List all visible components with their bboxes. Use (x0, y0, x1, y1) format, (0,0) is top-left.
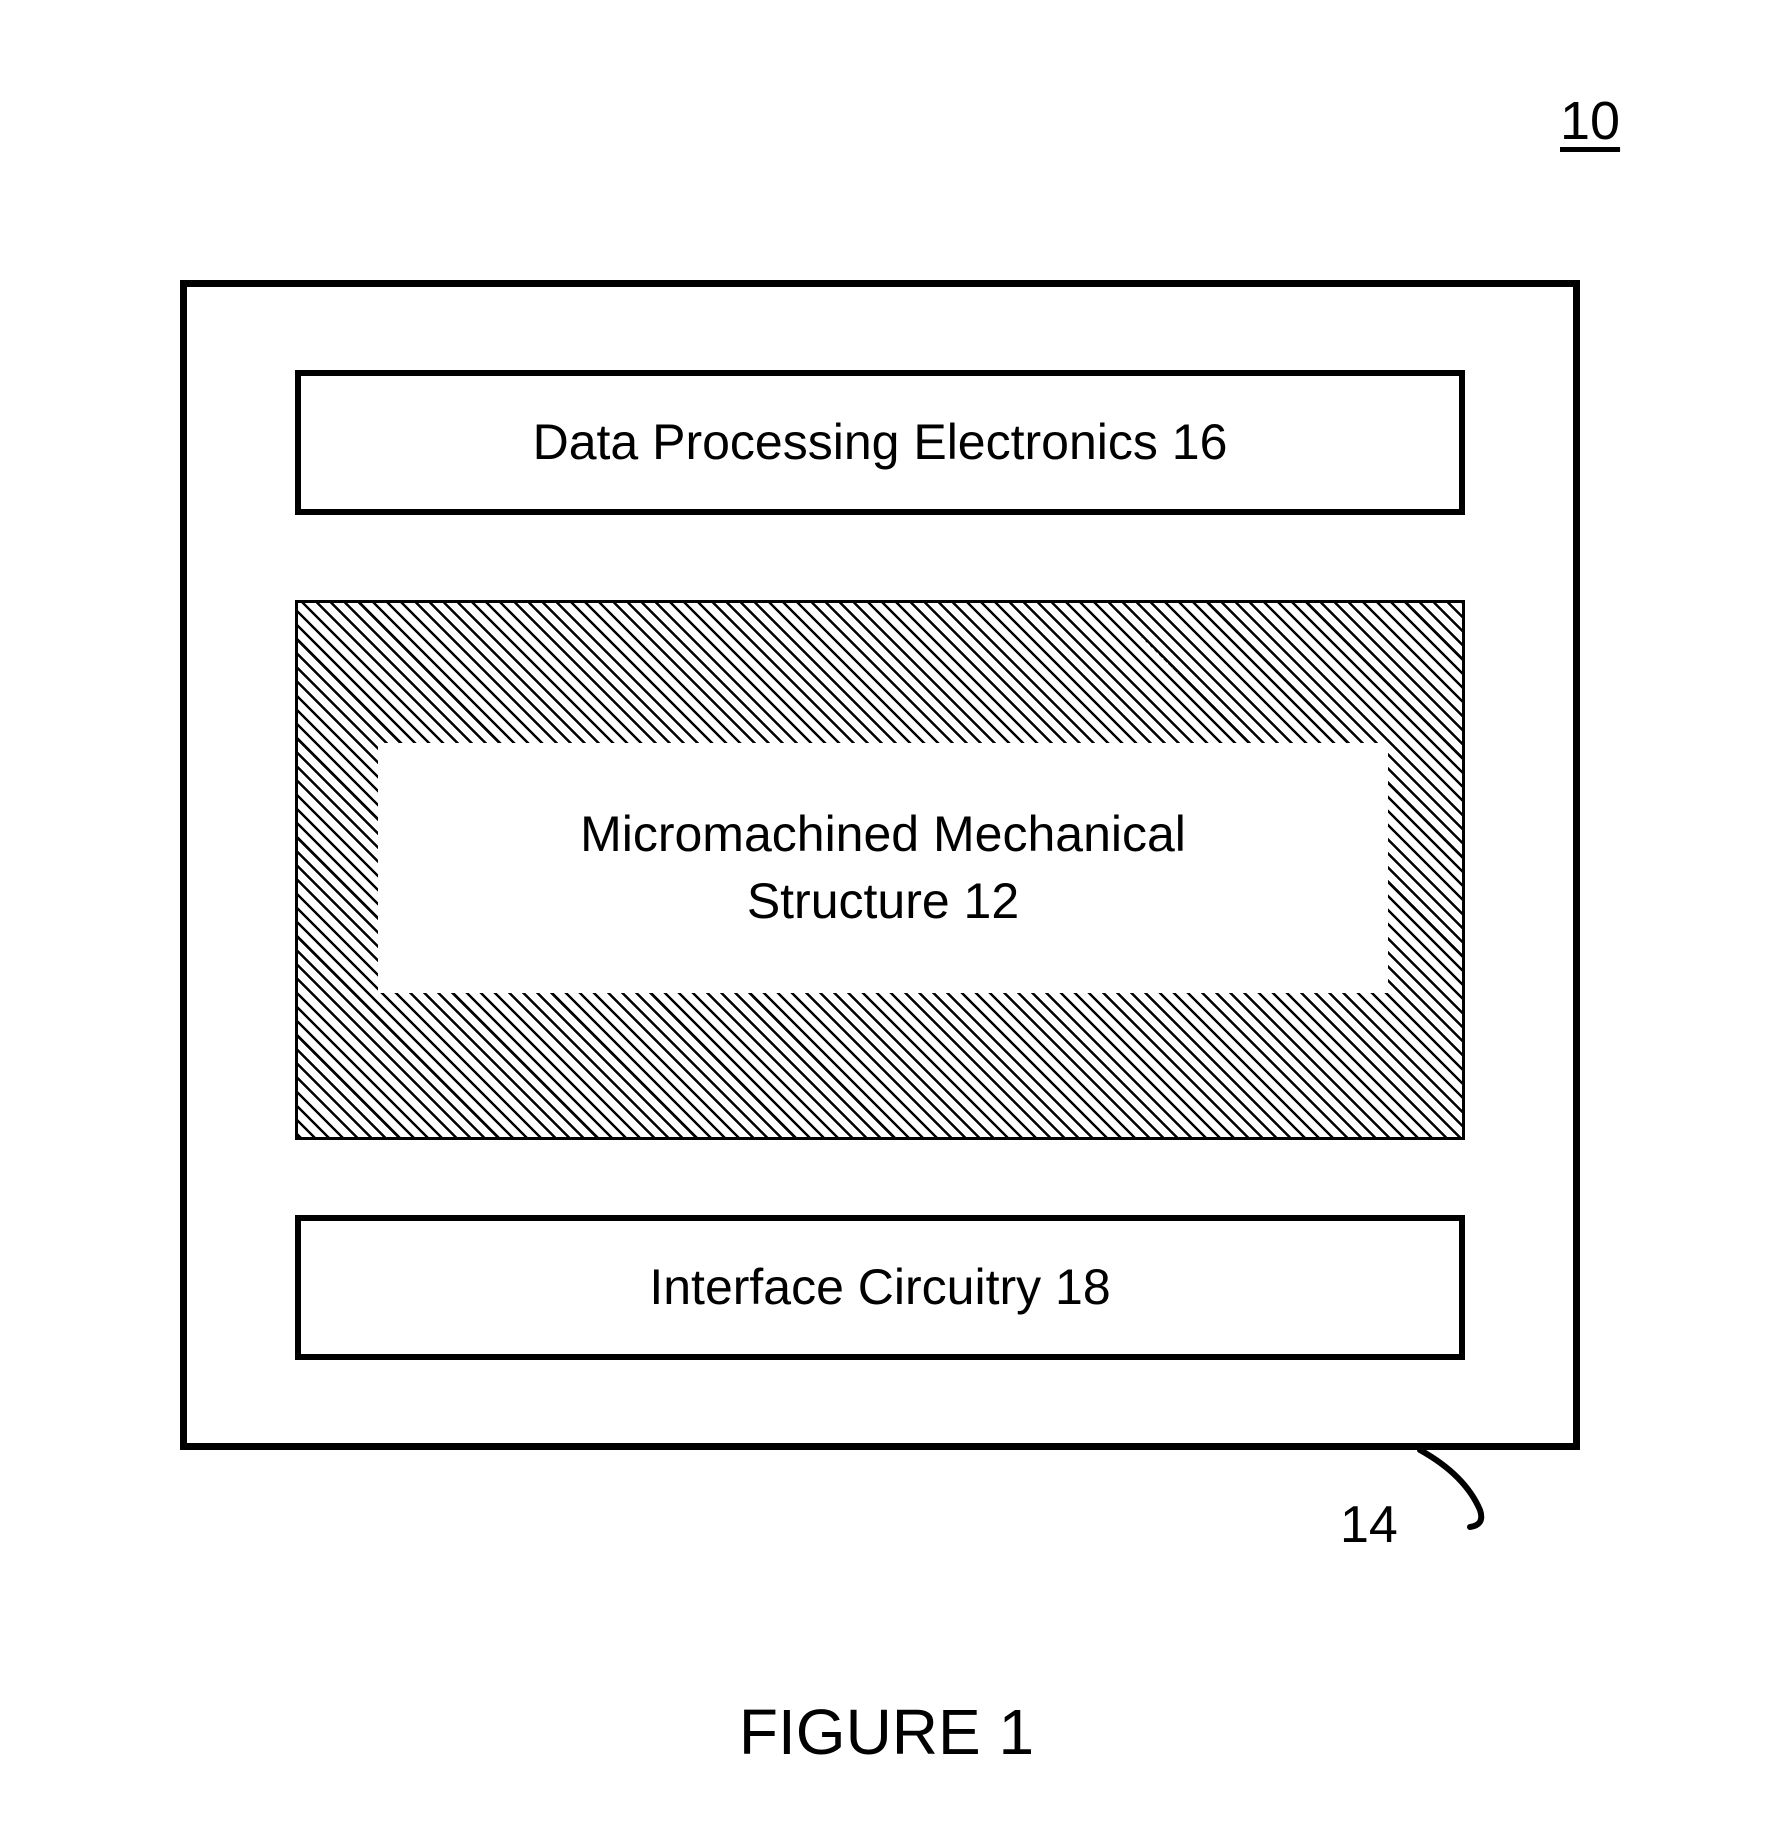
data-processing-label: Data Processing Electronics 16 (533, 409, 1228, 477)
data-processing-box: Data Processing Electronics 16 (295, 370, 1465, 515)
micromachined-hatched-box: Micromachined Mechanical Structure 12 (295, 600, 1465, 1140)
reference-number-10: 10 (1560, 90, 1620, 152)
callout-curve-14 (1390, 1445, 1530, 1565)
figure-title: FIGURE 1 (0, 1695, 1773, 1769)
interface-circuitry-label: Interface Circuitry 18 (649, 1254, 1110, 1322)
micromachined-label: Micromachined Mechanical Structure 12 (580, 801, 1186, 936)
figure-canvas: 10 Data Processing Electronics 16 Microm… (0, 0, 1773, 1844)
micromachined-inner: Micromachined Mechanical Structure 12 (378, 743, 1388, 993)
callout-number-14: 14 (1340, 1495, 1398, 1555)
interface-circuitry-box: Interface Circuitry 18 (295, 1215, 1465, 1360)
